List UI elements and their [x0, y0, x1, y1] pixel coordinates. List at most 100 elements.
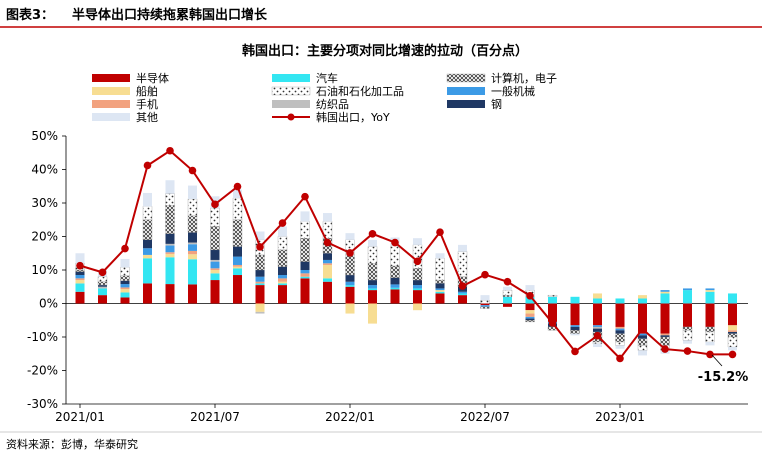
bar-segment-ships [210, 270, 220, 274]
bar-segment-computer [682, 326, 693, 331]
legend-label-other: 其他 [136, 111, 158, 124]
bar-segment-semiconductor [413, 290, 422, 304]
bar-segment-petro [277, 236, 288, 251]
yoy-point [323, 238, 332, 247]
bar-segment-mobile [255, 281, 265, 284]
yoy-line-series [76, 146, 737, 363]
y-tick-label: 20% [31, 230, 58, 244]
bar-segment-petro [165, 193, 175, 206]
bar-segment-ships [75, 280, 85, 284]
bar-segment-other [368, 239, 377, 247]
y-tick-label: 10% [31, 263, 58, 277]
bar-segment-machinery [435, 288, 445, 291]
last-value-annotation: -15.2% [698, 370, 749, 385]
bar-segment-mobile [233, 264, 242, 267]
bar-segment-machinery [660, 290, 670, 292]
bar-segment-auto [705, 291, 715, 304]
bar-segment-auto [458, 293, 467, 296]
yoy-point [143, 161, 152, 170]
bar-segment-semiconductor [660, 303, 670, 334]
bar-segment-computer [615, 333, 625, 343]
bar-segment-mobile [300, 273, 310, 277]
source-note: 资料来源：彭博，华泰研究 [6, 437, 138, 451]
bar-segment-other [300, 211, 310, 222]
bar-segment-other [120, 258, 130, 268]
bar-segment-ships [188, 254, 197, 260]
yoy-point [233, 182, 242, 191]
figure-label: 图表3： [6, 7, 54, 23]
bar-segment-steel [98, 285, 107, 287]
bar-segment-semiconductor [368, 290, 377, 304]
yoy-point [121, 244, 129, 253]
bar-segment-machinery [75, 275, 85, 279]
bar-segment-textile [165, 243, 175, 246]
bar-segment-computer [480, 306, 490, 309]
bar-segment-other [278, 226, 287, 237]
bar-segment-computer [502, 294, 513, 297]
y-tick-label: 40% [31, 163, 58, 177]
bar-segment-machinery [345, 281, 355, 286]
bar-segment-mobile [525, 313, 535, 317]
bar-segment-semiconductor [593, 303, 602, 326]
bar-segment-ships [120, 289, 130, 293]
bar-segment-auto [278, 283, 287, 286]
bar-segment-computer [660, 336, 670, 346]
bar-segment-computer [142, 219, 153, 241]
x-tick-label: 2023/01 [595, 410, 645, 424]
bar-segment-steel [233, 246, 242, 257]
legend-swatch-textile [272, 100, 310, 108]
bar-segment-mobile [615, 326, 625, 329]
x-tick-label: 2021/07 [190, 410, 240, 424]
bar-segment-auto [728, 293, 737, 304]
bar-segment-computer [120, 275, 130, 281]
x-tick-label: 2022/07 [460, 410, 510, 424]
y-tick-label: -10% [27, 330, 58, 344]
bar-segment-steel [728, 331, 737, 334]
y-tick-label: -20% [27, 364, 58, 378]
bar-segment-auto [390, 287, 400, 290]
legend-label-mobile: 手机 [136, 97, 158, 111]
bar-segment-petro [435, 258, 445, 281]
legend-swatch-steel [447, 100, 485, 108]
yoy-point [436, 228, 444, 236]
bar-segment-ships [413, 303, 422, 311]
bar-segment-semiconductor [638, 303, 647, 334]
bar-segment-machinery [323, 259, 332, 264]
bar-segment-auto [683, 290, 692, 304]
bar-segment-auto [210, 273, 220, 281]
bar-segment-computer [435, 279, 445, 284]
legend-label-petro: 石油和石化加工品 [316, 84, 404, 98]
x-tick-label: 2022/01 [325, 410, 375, 424]
bar-segment-steel [615, 330, 625, 334]
bar-segment-auto [525, 296, 535, 304]
bar-segment-auto [615, 298, 625, 304]
bar-segment-computer [165, 205, 175, 234]
yoy-point [661, 345, 669, 353]
bar-segment-semiconductor [503, 303, 512, 307]
bar-segment-petro [682, 330, 693, 341]
y-axis: 50% 40% 30% 20% 10% 0% -10% -20% -30% [27, 129, 67, 411]
bar-segment-steel [255, 270, 265, 277]
y-tick-label: 30% [31, 196, 58, 210]
bar-segment-other [593, 343, 602, 348]
bar-segment-machinery [368, 285, 377, 289]
bar-segment-machinery [300, 270, 310, 274]
bar-segment-other [323, 213, 332, 222]
bar-segment-semiconductor [165, 284, 175, 304]
bar-segment-machinery [570, 325, 580, 327]
bar-segment-auto [188, 259, 197, 285]
bar-segment-machinery [390, 284, 400, 288]
bar-segment-auto [638, 298, 647, 304]
bar-segment-semiconductor [210, 280, 220, 304]
bar-segment-ships [345, 303, 355, 314]
bar-segment-mobile [188, 250, 197, 255]
yoy-point [728, 350, 737, 359]
bar-segment-computer [300, 238, 310, 262]
bar-segment-steel [323, 253, 332, 260]
bar-segment-steel [75, 271, 85, 276]
bar-segment-other [458, 244, 467, 252]
bar-segment-computer [570, 330, 580, 334]
bar-segment-semiconductor [98, 295, 107, 304]
bar-segment-semiconductor [345, 286, 355, 304]
bar-segment-ships [143, 254, 152, 259]
